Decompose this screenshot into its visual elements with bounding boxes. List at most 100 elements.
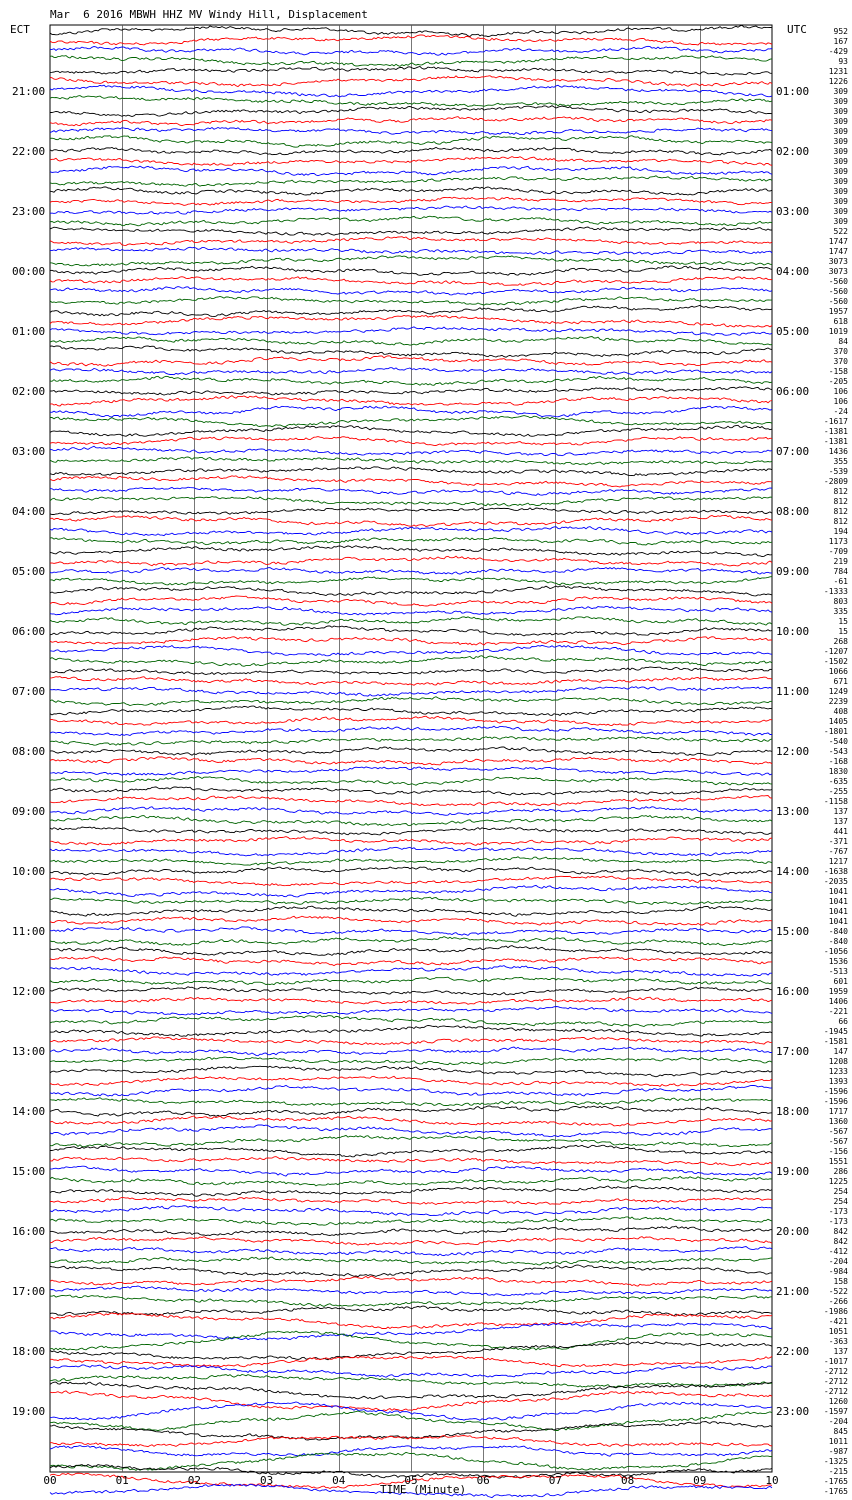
trace-offset-label: -767: [828, 847, 848, 856]
seismic-trace: [49, 507, 773, 515]
seismic-trace: [49, 1341, 773, 1361]
ect-hour-label: 16:00: [12, 1225, 46, 1238]
seismic-trace: [49, 1236, 773, 1246]
seismic-trace: [49, 1374, 773, 1388]
trace-offset-label: 309: [833, 167, 848, 176]
trace-offset-label: -513: [828, 967, 848, 976]
seismic-trace: [49, 1165, 773, 1177]
trace-offset-label: -987: [828, 1447, 848, 1456]
trace-offset-label: -1381: [823, 427, 848, 436]
seismic-trace: [49, 786, 773, 796]
trace-offset-label: 952: [833, 27, 848, 36]
trace-offset-label: 309: [833, 157, 848, 166]
trace-offset-label: -1596: [823, 1097, 848, 1106]
seismic-trace: [49, 55, 773, 67]
trace-offset-label: 137: [833, 1347, 848, 1356]
trace-offset-label: -1945: [823, 1027, 848, 1036]
seismic-trace: [49, 65, 773, 76]
trace-offset-label: 370: [833, 357, 848, 366]
trace-offset-label: 441: [833, 827, 848, 836]
utc-hour-label: 21:00: [776, 1285, 810, 1298]
seismic-trace: [49, 175, 773, 187]
ect-hour-label: 02:00: [12, 385, 46, 398]
seismic-trace: [49, 186, 773, 196]
trace-offset-label: -2809: [823, 477, 848, 486]
trace-offset-label: 309: [833, 137, 848, 146]
trace-offset-label: 158: [833, 1277, 848, 1286]
seismic-trace: [49, 1134, 773, 1148]
ect-hour-label: 19:00: [12, 1405, 46, 1418]
x-tick-label: 01: [115, 1474, 129, 1487]
trace-offset-label: 309: [833, 207, 848, 216]
chart-title: Mar 6 2016 MBWH HHZ MV Windy Hill, Displ…: [50, 8, 368, 21]
trace-offset-label: 309: [833, 187, 848, 196]
trace-offset-label: -204: [828, 1417, 848, 1426]
trace-offset-label: 309: [833, 217, 848, 226]
x-tick-label: 05: [404, 1474, 418, 1487]
seismic-trace: [49, 625, 773, 637]
seismic-trace: [49, 255, 773, 267]
trace-offset-label: -205: [828, 377, 848, 386]
seismic-trace: [49, 1451, 773, 1471]
seismic-trace: [49, 345, 773, 358]
trace-offset-label: -560: [828, 297, 848, 306]
seismic-trace: [49, 1381, 773, 1400]
seismic-trace: [49, 1046, 772, 1057]
ect-hour-label: 05:00: [12, 565, 46, 578]
trace-offset-label: 66: [838, 1017, 848, 1026]
trace-offset-label: 355: [833, 457, 848, 466]
seismic-trace: [49, 475, 773, 488]
seismic-trace: [49, 1006, 773, 1016]
trace-offset-label: 106: [833, 397, 848, 406]
seismic-trace: [49, 815, 773, 827]
right-axis-label: UTC: [787, 23, 807, 36]
x-tick-label: 08: [620, 1474, 635, 1487]
trace-offset-label: -1596: [823, 1087, 848, 1096]
trace-offset-label: 1436: [828, 447, 848, 456]
utc-hour-label: 14:00: [776, 865, 810, 878]
seismic-trace: [49, 424, 773, 437]
trace-offset-label: 803: [833, 597, 848, 606]
seismic-trace: [49, 236, 773, 246]
trace-offset-label: 601: [833, 977, 848, 986]
trace-offset-label: -173: [828, 1217, 848, 1226]
trace-offset-label: 309: [833, 197, 848, 206]
trace-offset-label: -156: [828, 1147, 848, 1156]
seismic-trace: [50, 1421, 773, 1441]
seismic-trace: [49, 296, 772, 306]
seismic-trace: [49, 205, 773, 215]
seismic-trace: [49, 1355, 773, 1368]
seismic-trace: [49, 936, 773, 947]
trace-offset-label: 1249: [828, 687, 848, 696]
x-tick-label: 03: [259, 1474, 274, 1487]
trace-offset-label: -1765: [823, 1487, 848, 1496]
seismic-trace: [49, 715, 773, 726]
trace-offset-label: 812: [833, 497, 848, 506]
trace-offset-label: 842: [833, 1237, 848, 1246]
trace-offset-label: -371: [828, 837, 848, 846]
x-tick-label: 10: [765, 1474, 779, 1487]
trace-offset-label: 3073: [828, 257, 848, 266]
seismic-trace: [49, 116, 773, 127]
trace-offset-label: 1957: [828, 307, 848, 316]
trace-offset-label: 1011: [828, 1437, 848, 1446]
seismic-trace: [49, 1275, 773, 1287]
trace-offset-label: -840: [828, 937, 848, 946]
seismic-trace: [49, 756, 773, 766]
seismic-trace: [49, 836, 773, 846]
trace-offset-label: 1208: [828, 1057, 848, 1066]
trace-offset-label: 1406: [828, 997, 848, 1006]
trace-offset-label: 1260: [828, 1397, 848, 1406]
x-tick-label: 06: [476, 1474, 490, 1487]
trace-offset-label: -2712: [823, 1367, 848, 1376]
seismic-trace: [49, 1364, 773, 1378]
trace-offset-label: 812: [833, 487, 848, 496]
trace-offset-label: 1717: [828, 1107, 848, 1116]
ect-hour-label: 06:00: [12, 625, 46, 638]
seismic-trace: [49, 156, 773, 166]
ect-hour-label: 07:00: [12, 685, 46, 698]
utc-hour-label: 04:00: [776, 265, 810, 278]
seismic-trace: [49, 636, 772, 646]
utc-hour-label: 06:00: [776, 385, 810, 398]
